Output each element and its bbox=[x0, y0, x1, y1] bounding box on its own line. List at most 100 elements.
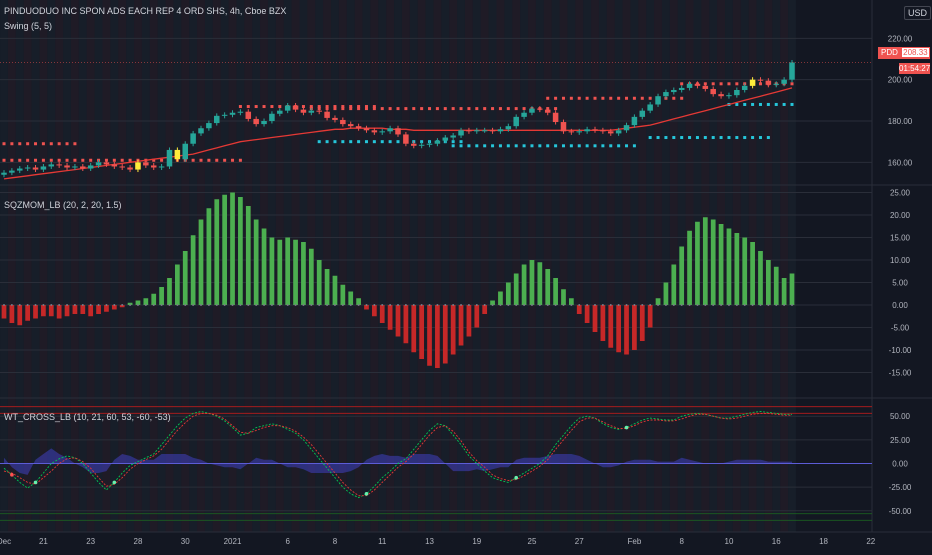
squeeze-dot bbox=[759, 304, 762, 306]
background-stripe bbox=[47, 0, 56, 532]
squeeze-dot bbox=[333, 304, 336, 306]
background-stripe bbox=[31, 0, 40, 532]
momentum-bar bbox=[584, 305, 590, 323]
background-stripe bbox=[583, 0, 592, 532]
swing-high-dot bbox=[380, 107, 384, 111]
squeeze-dot bbox=[97, 304, 100, 306]
candle-body bbox=[64, 165, 70, 168]
squeeze-dot bbox=[286, 304, 289, 306]
background-stripe bbox=[598, 0, 607, 532]
squeeze-dot bbox=[58, 304, 61, 306]
swing-high-dot bbox=[790, 82, 794, 86]
swing-low-dot bbox=[451, 144, 455, 148]
candle-body bbox=[237, 111, 244, 113]
background-stripe bbox=[622, 0, 631, 532]
swing-high-dot bbox=[719, 82, 723, 86]
squeeze-dot bbox=[444, 304, 447, 306]
swing-high-dot bbox=[593, 96, 597, 100]
squeeze-dot bbox=[664, 304, 667, 306]
candle-body bbox=[284, 105, 291, 111]
squeeze-dot bbox=[712, 304, 715, 306]
candle-body bbox=[749, 79, 756, 86]
squeeze-dot bbox=[81, 304, 84, 306]
swing-high-dot bbox=[34, 158, 38, 162]
swing-low-dot bbox=[546, 144, 550, 148]
swing-high-dot bbox=[2, 142, 6, 146]
currency-button[interactable]: USD bbox=[904, 6, 932, 20]
candle-body bbox=[426, 143, 433, 145]
candle-body bbox=[623, 125, 630, 131]
swing-high-dot bbox=[81, 158, 85, 162]
candle-body bbox=[56, 164, 62, 166]
candle-body bbox=[340, 119, 346, 125]
background-stripe bbox=[346, 0, 355, 532]
momentum-bar bbox=[632, 305, 637, 350]
squeeze-dot bbox=[18, 304, 21, 306]
swing-high-dot bbox=[34, 142, 38, 146]
squeeze-dot bbox=[223, 304, 226, 306]
background-stripe bbox=[646, 0, 655, 532]
momentum-bar bbox=[190, 235, 196, 305]
swing-high-dot bbox=[238, 158, 242, 162]
time-tick-label: 10 bbox=[725, 537, 734, 546]
squeeze-dot bbox=[278, 304, 281, 306]
background-stripe bbox=[654, 0, 662, 532]
squeeze-dot bbox=[389, 304, 392, 306]
background-stripe bbox=[126, 0, 135, 532]
candle-body bbox=[316, 110, 322, 112]
momentum-bar bbox=[679, 246, 685, 305]
candle-body bbox=[32, 167, 39, 170]
time-axis[interactable]: Dec 21 23 28 30 2021 6 8 11 13 19 25 27 Feb 8 10 16 18 22 bbox=[0, 537, 876, 546]
momentum-bar bbox=[639, 305, 645, 341]
swing-high-dot bbox=[18, 158, 22, 162]
momentum-bar bbox=[403, 305, 409, 344]
swing-high-dot bbox=[207, 158, 211, 162]
background-stripe bbox=[441, 0, 450, 532]
candle-body bbox=[269, 113, 275, 121]
squeeze-dot bbox=[168, 304, 171, 306]
swing-high-dot bbox=[41, 158, 45, 162]
swing-high-dot bbox=[522, 107, 526, 111]
swing-high-dot bbox=[435, 107, 439, 111]
time-tick-label: 6 bbox=[285, 537, 290, 546]
swing-low-dot bbox=[349, 140, 353, 144]
momentum-bar bbox=[387, 305, 393, 330]
wt-cross-pane[interactable] bbox=[0, 406, 872, 521]
momentum-bar bbox=[301, 242, 306, 305]
swing-low-dot bbox=[459, 140, 463, 144]
swing-low-dot bbox=[774, 102, 778, 106]
momentum-bar bbox=[545, 269, 551, 305]
momentum-bar bbox=[435, 305, 440, 368]
swing-high-dot bbox=[325, 105, 329, 109]
swing-high-dot bbox=[333, 105, 337, 109]
swing-high-dot bbox=[357, 107, 361, 111]
squeeze-dot bbox=[144, 304, 147, 306]
swing-low-dot bbox=[609, 144, 613, 148]
momentum-bar bbox=[624, 305, 629, 355]
swing-low-dot bbox=[420, 140, 424, 144]
background-stripe bbox=[772, 0, 781, 532]
momentum-bar bbox=[537, 262, 543, 305]
momentum-bar bbox=[174, 264, 180, 305]
sqzmom-pane[interactable] bbox=[1, 192, 795, 369]
candle-body bbox=[277, 110, 283, 114]
swing-high-dot bbox=[357, 105, 361, 109]
background-stripe bbox=[134, 0, 142, 532]
candle-body bbox=[229, 112, 236, 115]
momentum-bar bbox=[261, 228, 267, 305]
squeeze-dot bbox=[586, 304, 589, 306]
squeeze-dot bbox=[160, 304, 163, 306]
price-axis[interactable]: 220.00 200.00 180.00 160.00 25.00 20.00 15.00 1… bbox=[888, 34, 913, 515]
swing-low-dot bbox=[530, 144, 534, 148]
swing-high-dot bbox=[57, 158, 61, 162]
momentum-bar bbox=[411, 305, 417, 353]
swing-high-dot bbox=[2, 158, 6, 162]
swing-low-dot bbox=[325, 140, 329, 144]
price-pane[interactable] bbox=[0, 59, 872, 180]
squeeze-dot bbox=[270, 304, 273, 306]
candle-body bbox=[72, 166, 78, 168]
squeeze-dot bbox=[239, 304, 242, 306]
background-stripe bbox=[149, 0, 158, 532]
